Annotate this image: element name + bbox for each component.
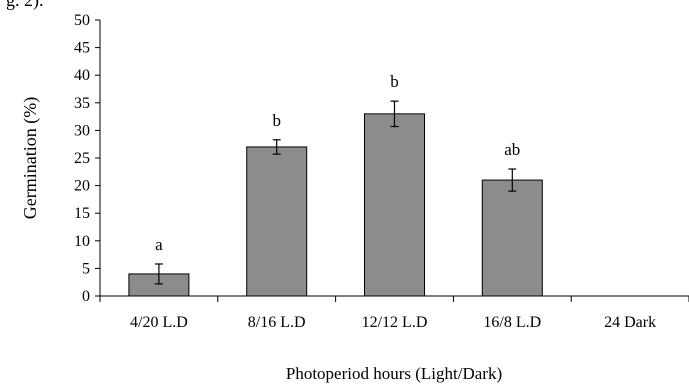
clipped-caption-text: g. 2). xyxy=(6,0,44,11)
bar xyxy=(365,114,425,296)
x-tick-label: 4/20 L.D xyxy=(130,314,188,331)
x-tick-label: 24 Dark xyxy=(604,314,656,331)
y-tick-label: 25 xyxy=(74,150,90,167)
y-tick-label: 40 xyxy=(74,67,90,84)
y-tick-label: 5 xyxy=(82,260,90,277)
significance-letter: b xyxy=(272,111,281,130)
bar xyxy=(482,180,542,296)
y-tick-label: 50 xyxy=(74,12,90,29)
y-tick-label: 35 xyxy=(74,95,90,112)
y-tick-label: 45 xyxy=(74,40,90,57)
y-tick-label: 30 xyxy=(74,122,90,139)
y-tick-label: 20 xyxy=(74,178,90,195)
x-tick-label: 8/16 L.D xyxy=(248,314,306,331)
y-tick-label: 0 xyxy=(82,288,90,305)
y-tick-label: 10 xyxy=(74,233,90,250)
significance-letter: ab xyxy=(504,140,520,159)
significance-letter: b xyxy=(390,72,399,91)
y-axis-title: Germination (%) xyxy=(20,97,41,219)
x-axis-title: Photoperiod hours (Light/Dark) xyxy=(286,364,502,383)
x-tick-label: 12/12 L.D xyxy=(362,314,428,331)
bars xyxy=(129,101,542,296)
y-tick-label: 15 xyxy=(74,205,90,222)
x-tick-label: 16/8 L.D xyxy=(483,314,541,331)
bar xyxy=(247,147,307,296)
significance-letter: a xyxy=(155,235,163,254)
